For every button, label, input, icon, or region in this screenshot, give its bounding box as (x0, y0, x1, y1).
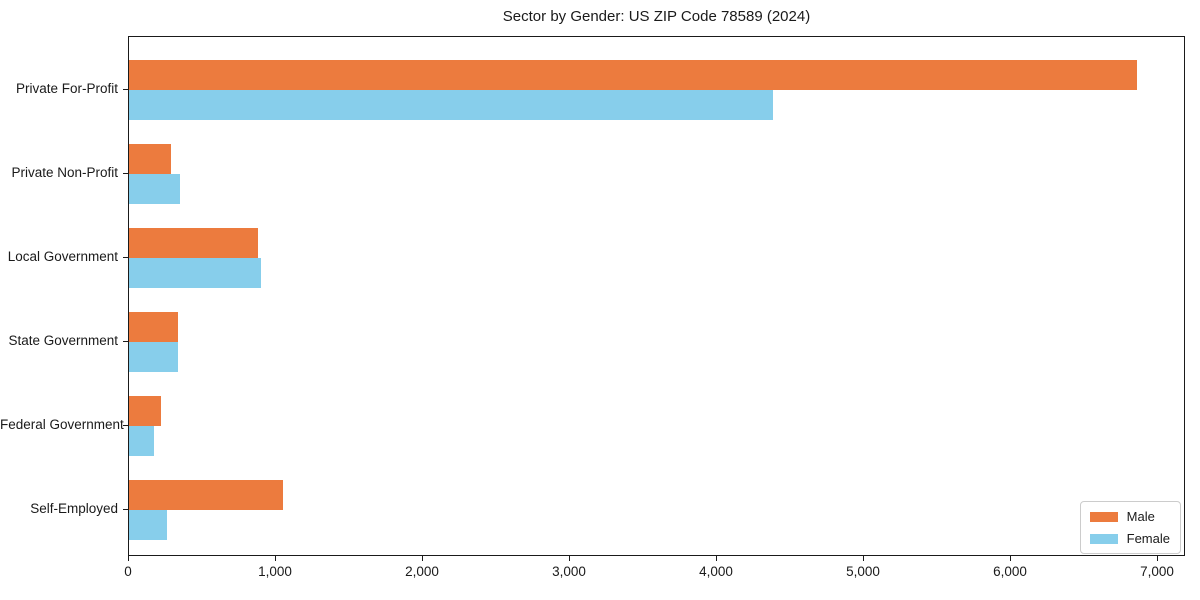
ytick-label-local-government: Local Government (7, 249, 118, 264)
ytick-mark-self-employed (123, 509, 128, 510)
bar-male-private-non-profit (129, 144, 171, 174)
xtick-label-1000: 1,000 (258, 564, 292, 579)
bar-male-state-government (129, 312, 178, 342)
xtick-label-5000: 5,000 (846, 564, 880, 579)
xtick-mark-1000 (275, 556, 276, 561)
bar-male-self-employed (129, 480, 284, 510)
xtick-label-2000: 2,000 (405, 564, 439, 579)
ytick-label-self-employed: Self-Employed (30, 501, 118, 516)
ytick-label-state-government: State Government (8, 333, 118, 348)
legend-label-female: Female (1126, 531, 1170, 546)
xtick-mark-5000 (863, 556, 865, 561)
xtick-label-7000: 7,000 (1140, 564, 1174, 579)
ytick-mark-private-for-profit (123, 89, 128, 90)
ytick-label-private-for-profit: Private For-Profit (15, 81, 118, 96)
ytick-mark-private-non-profit (123, 173, 128, 174)
legend-item-male: Male (1089, 509, 1170, 524)
bar-female-state-government (129, 342, 179, 372)
ytick-label-private-non-profit: Private Non-Profit (11, 165, 118, 180)
xtick-label-0: 0 (124, 564, 132, 579)
bar-male-local-government (129, 228, 259, 258)
ytick-mark-federal-government (123, 425, 128, 426)
ytick-mark-state-government (123, 341, 128, 342)
bar-male-federal-government (129, 396, 162, 426)
xtick-mark-6000 (1010, 556, 1012, 561)
bar-female-self-employed (129, 510, 168, 540)
legend: Male Female (1079, 501, 1181, 554)
plot-area (128, 36, 1185, 556)
ytick-label-federal-government: Federal Government (0, 417, 124, 432)
bar-female-local-government (129, 258, 262, 288)
ytick-mark-local-government (123, 257, 128, 258)
bar-female-federal-government (129, 426, 154, 456)
xtick-label-3000: 3,000 (552, 564, 586, 579)
xtick-mark-3000 (569, 556, 571, 561)
chart-title: Sector by Gender: US ZIP Code 78589 (202… (502, 8, 811, 25)
xtick-mark-4000 (716, 556, 718, 561)
xtick-mark-7000 (1157, 556, 1159, 561)
bar-female-private-non-profit (129, 174, 181, 204)
xtick-label-6000: 6,000 (993, 564, 1027, 579)
xtick-label-4000: 4,000 (699, 564, 733, 579)
legend-label-male: Male (1126, 509, 1155, 524)
xtick-mark-0 (128, 556, 129, 561)
legend-swatch-female (1089, 533, 1118, 544)
xtick-mark-2000 (422, 556, 424, 561)
legend-item-female: Female (1089, 531, 1170, 546)
bar-female-private-for-profit (129, 90, 773, 120)
legend-swatch-male (1089, 511, 1118, 522)
bar-male-private-for-profit (129, 60, 1138, 90)
